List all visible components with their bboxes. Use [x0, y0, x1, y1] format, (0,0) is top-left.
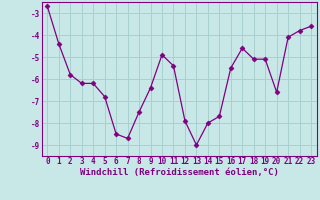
X-axis label: Windchill (Refroidissement éolien,°C): Windchill (Refroidissement éolien,°C) [80, 168, 279, 177]
